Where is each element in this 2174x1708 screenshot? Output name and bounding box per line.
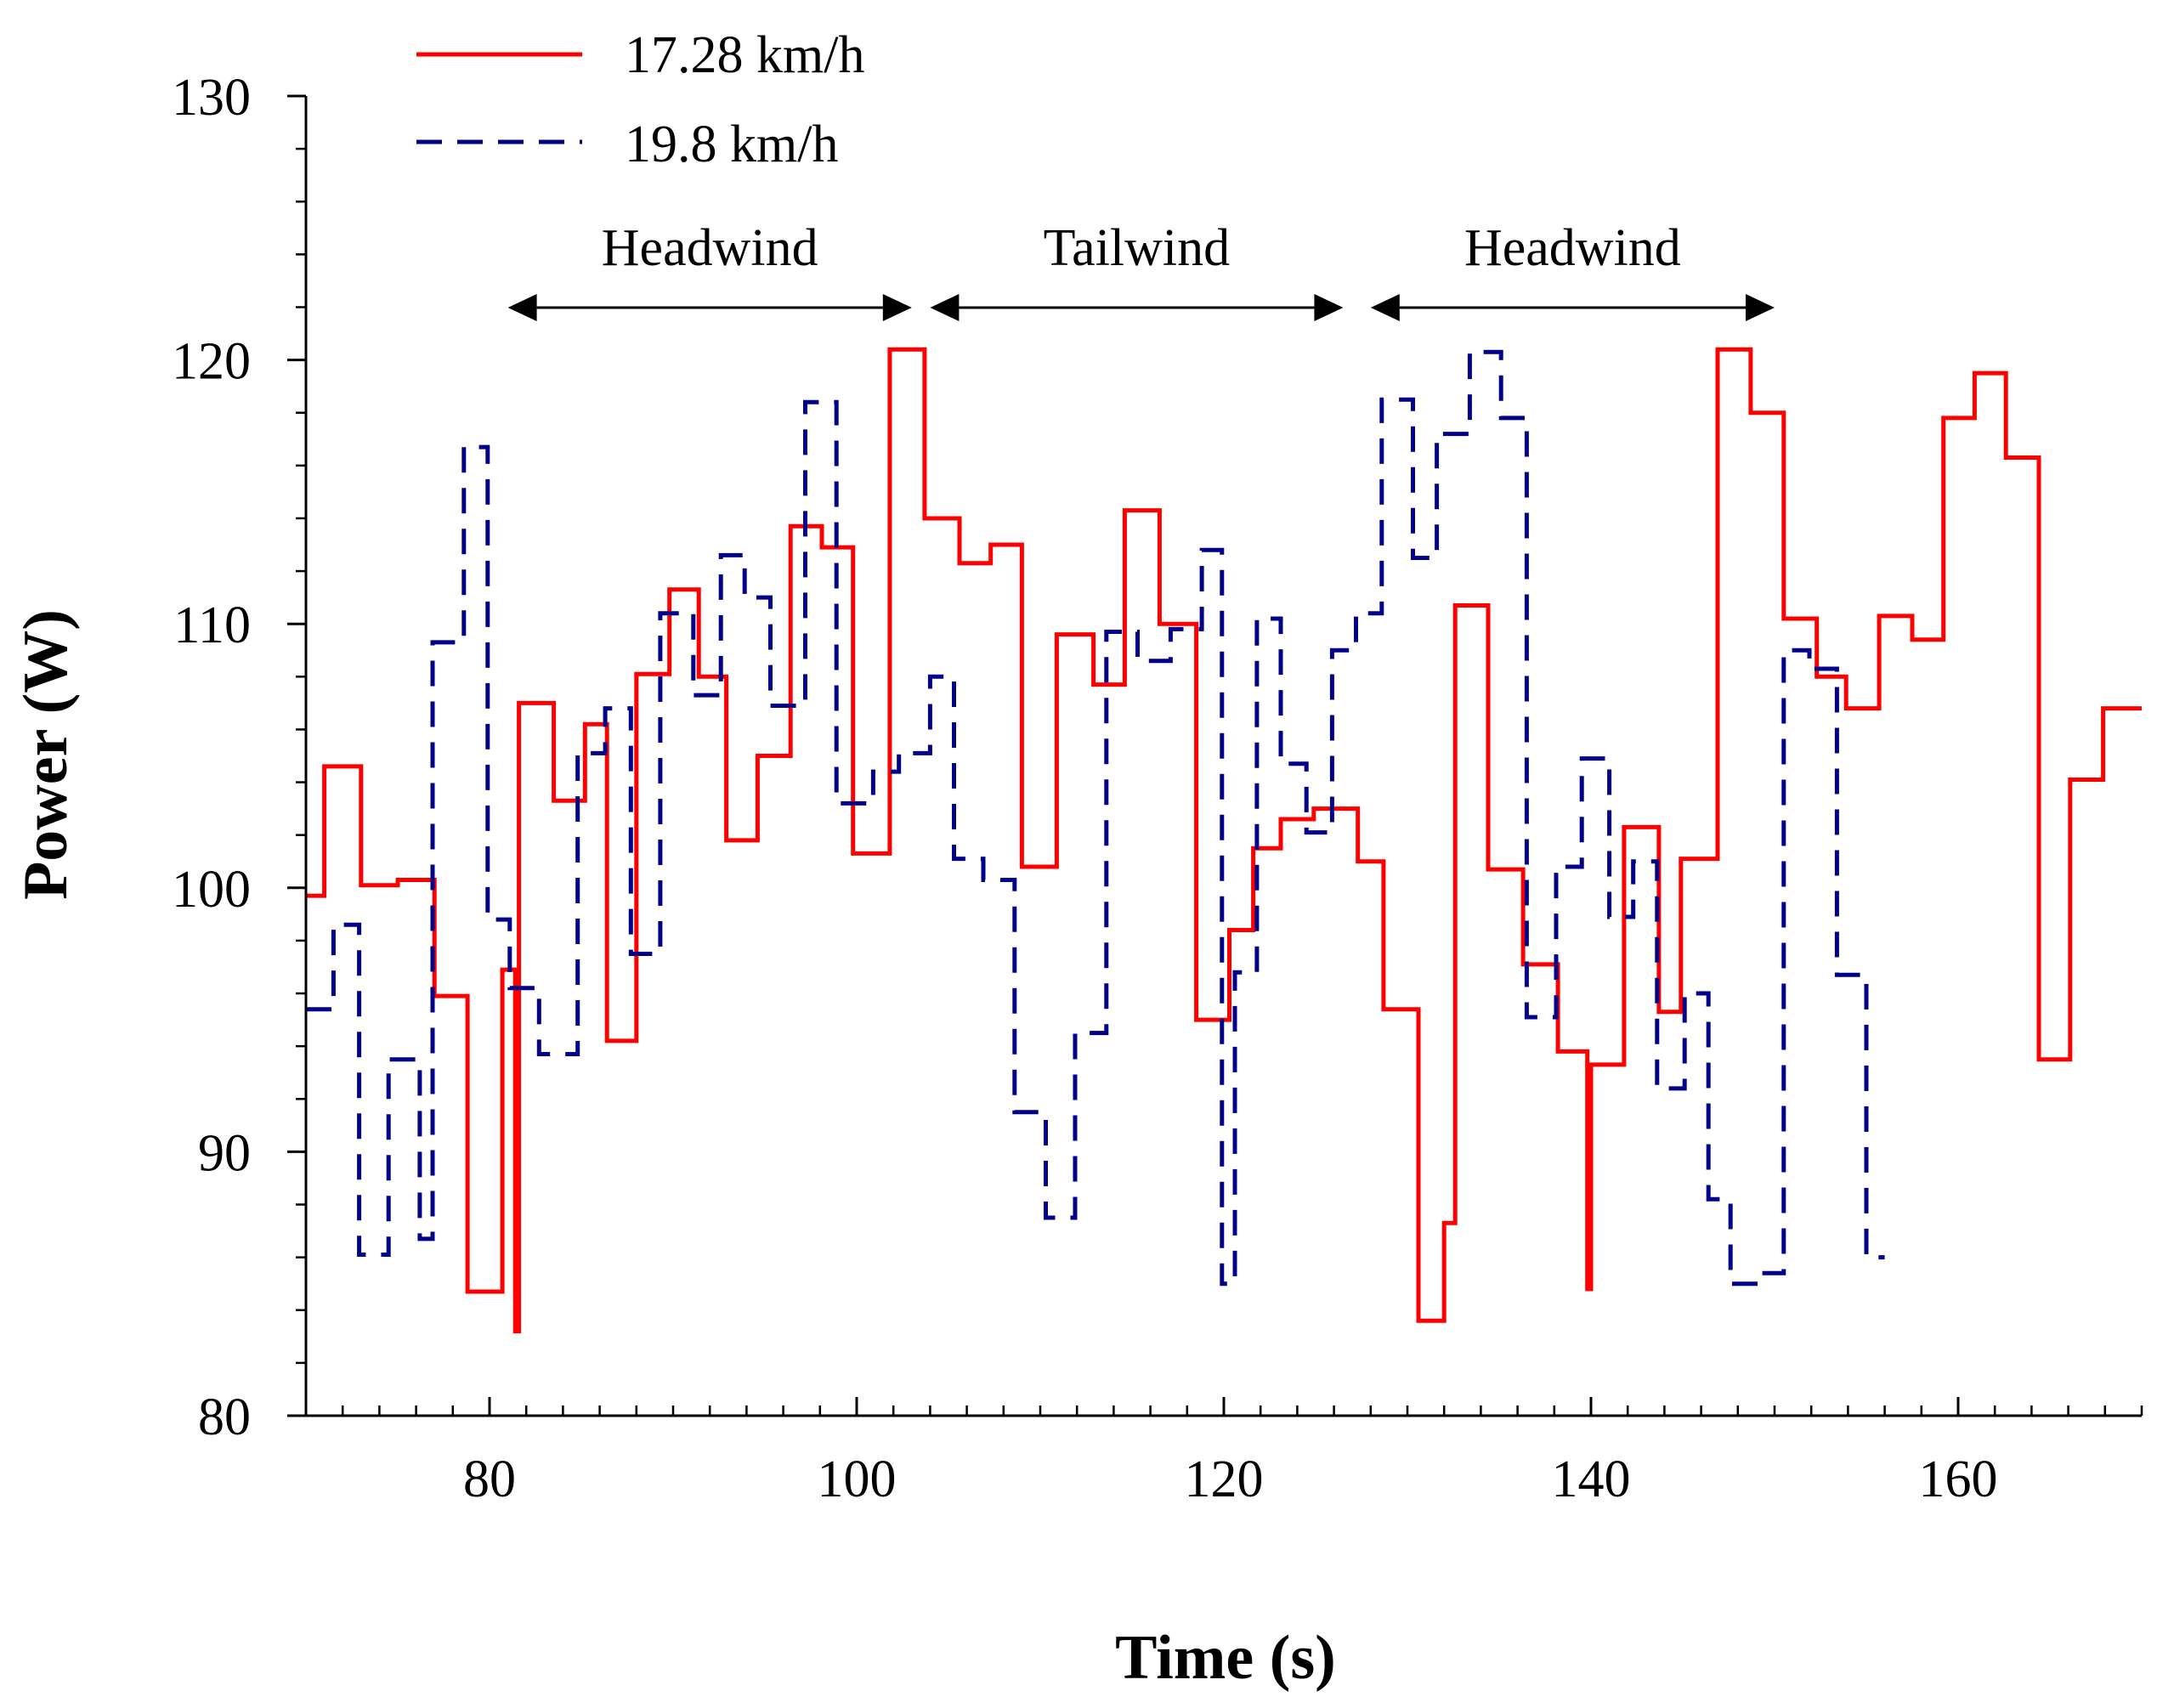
- series-layer: [306, 347, 2142, 1334]
- y-tick-label: 90: [198, 1124, 251, 1182]
- annotation-3: Headwind: [1370, 219, 1775, 321]
- annotation-arrow-head-left: [507, 294, 537, 321]
- y-tick-label: 100: [172, 861, 251, 919]
- legend-label-series-2: 19.8 km/h: [625, 116, 838, 173]
- annotation-arrow-head-left: [1370, 294, 1400, 321]
- series-line-2: [306, 349, 1885, 1287]
- annotation-1: Headwind: [507, 219, 912, 321]
- annotation-arrow-head-right: [1314, 294, 1344, 321]
- annotation-arrow-head-right: [1746, 294, 1775, 321]
- x-axis-title: Time (s): [1115, 1623, 1336, 1693]
- annotation-label: Headwind: [602, 219, 818, 277]
- legend: 17.28 km/h 19.8 km/h: [416, 26, 864, 173]
- y-axis-title: Power (W): [11, 609, 81, 900]
- annotation-label: Headwind: [1464, 219, 1681, 277]
- annotation-arrow-head-left: [930, 294, 960, 321]
- y-tick-label: 80: [198, 1388, 251, 1446]
- x-tick-label: 80: [463, 1451, 516, 1508]
- series-line-1: [306, 347, 2142, 1334]
- annotation-label: Tailwind: [1044, 219, 1231, 277]
- annotation-2: Tailwind: [930, 219, 1344, 321]
- y-tick-label: 110: [173, 597, 251, 654]
- x-tick-label: 140: [1552, 1451, 1631, 1508]
- annotation-arrow-head-right: [882, 294, 912, 321]
- x-tick-label: 120: [1185, 1451, 1264, 1508]
- y-tick-label: 130: [172, 69, 251, 127]
- x-tick-label: 100: [818, 1451, 897, 1508]
- x-tick-label: 160: [1919, 1451, 1998, 1508]
- ticks: 80 100 120 140 160 80 90 100 110 120 130: [172, 69, 2143, 1508]
- y-tick-label: 120: [172, 333, 251, 391]
- wind-annotations: Headwind Tailwind Headwind: [507, 219, 1775, 321]
- legend-label-series-1: 17.28 km/h: [625, 26, 864, 84]
